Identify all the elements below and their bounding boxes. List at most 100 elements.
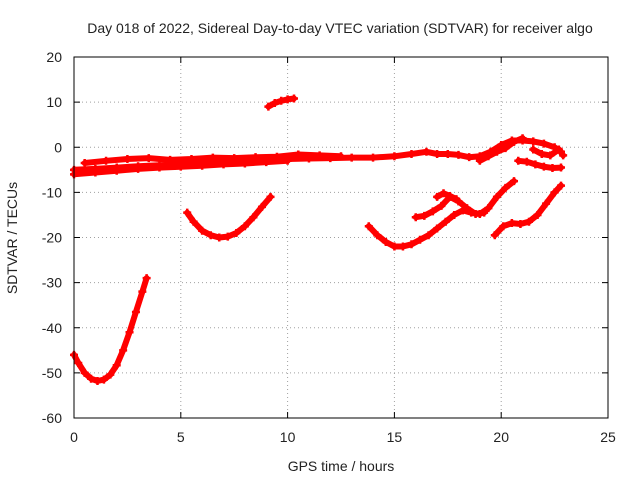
data-point [433, 224, 442, 233]
data-point [125, 328, 134, 337]
y-tick-label: 20 [46, 49, 62, 65]
series-line [71, 275, 150, 384]
series-line [434, 190, 460, 203]
data-point [347, 153, 356, 162]
data-point [131, 307, 140, 316]
y-tick-label: -30 [42, 275, 62, 291]
data-point [437, 201, 446, 210]
series-arc-3 [264, 94, 299, 111]
data-point [215, 233, 224, 242]
y-tick-label: -60 [42, 410, 62, 426]
data-point [112, 166, 121, 175]
data-point [480, 208, 489, 217]
data-point [183, 208, 192, 217]
y-tick-label: 10 [46, 94, 62, 110]
data-point [232, 228, 241, 237]
data-point [490, 231, 499, 240]
y-tick-label: -20 [42, 230, 62, 246]
data-point [433, 192, 442, 201]
data-point [138, 287, 147, 296]
data-point [439, 189, 448, 198]
data-point [144, 154, 153, 163]
data-point [257, 202, 266, 211]
series-arc-2 [183, 192, 275, 242]
x-tick-label: 15 [387, 429, 403, 445]
data-point [518, 134, 527, 143]
data-point [554, 145, 563, 154]
data-point [398, 242, 407, 251]
data-point [91, 168, 100, 177]
data-point [484, 152, 493, 161]
data-point [433, 150, 442, 159]
data-point [251, 153, 260, 162]
data-point [463, 204, 472, 213]
data-point [514, 156, 523, 165]
x-axis-label: GPS time / hours [288, 458, 395, 474]
data-point [548, 164, 557, 173]
data-point [443, 150, 452, 159]
series-band-low [70, 156, 292, 179]
data-point [208, 153, 217, 162]
data-point [533, 210, 542, 219]
data-point [80, 368, 89, 377]
data-point [516, 219, 525, 228]
data-point [206, 231, 215, 240]
series-arc-6 [433, 189, 461, 204]
data-point [74, 358, 83, 367]
data-point [223, 232, 232, 241]
y-tick-label: 0 [54, 139, 62, 155]
data-point [315, 151, 324, 160]
data-point [510, 137, 519, 146]
data-point [272, 152, 281, 161]
data-point [501, 183, 510, 192]
series-arc-1 [70, 274, 151, 385]
series-band-jitter [80, 150, 345, 168]
data-point [80, 159, 89, 168]
x-tick-label: 10 [280, 429, 296, 445]
series-arc-7 [490, 181, 566, 240]
data-point [187, 154, 196, 163]
data-point [522, 157, 531, 166]
data-point [123, 154, 132, 163]
x-tick-label: 25 [600, 429, 616, 445]
data-point [550, 188, 559, 197]
data-point [465, 153, 474, 162]
data-point [189, 217, 198, 226]
grid [74, 57, 608, 418]
data-point [99, 375, 108, 384]
data-point [364, 222, 373, 231]
data-point [219, 160, 228, 169]
data-point [422, 147, 431, 156]
data-point [416, 235, 425, 244]
data-point [420, 211, 429, 220]
data-point [424, 231, 433, 240]
data-series [70, 94, 568, 385]
y-tick-label: -10 [42, 184, 62, 200]
x-tick-label: 5 [177, 429, 185, 445]
data-point [277, 96, 286, 105]
series-arc-9 [475, 134, 527, 165]
x-tick-label: 0 [70, 429, 78, 445]
data-point [539, 139, 548, 148]
data-point [450, 210, 459, 219]
y-axis-label: SDTVAR / TECUs [4, 182, 20, 294]
axis-ticks: 0 5 10 15 20 25 -60 -50 -40 -30 -20 -10 0 10 20 [42, 49, 616, 445]
data-point [290, 94, 299, 103]
y-tick-label: -50 [42, 365, 62, 381]
data-point [166, 155, 175, 164]
data-point [93, 376, 102, 385]
data-point [198, 226, 207, 235]
data-point [112, 361, 121, 370]
data-point [524, 217, 533, 226]
data-point [557, 163, 566, 172]
data-point [390, 152, 399, 161]
data-point [249, 213, 258, 222]
data-point [501, 144, 510, 153]
data-point [176, 162, 185, 171]
data-point [454, 150, 463, 159]
data-point [106, 370, 115, 379]
data-point [407, 150, 416, 159]
data-point [155, 163, 164, 172]
data-point [240, 159, 249, 168]
data-point [264, 102, 273, 111]
